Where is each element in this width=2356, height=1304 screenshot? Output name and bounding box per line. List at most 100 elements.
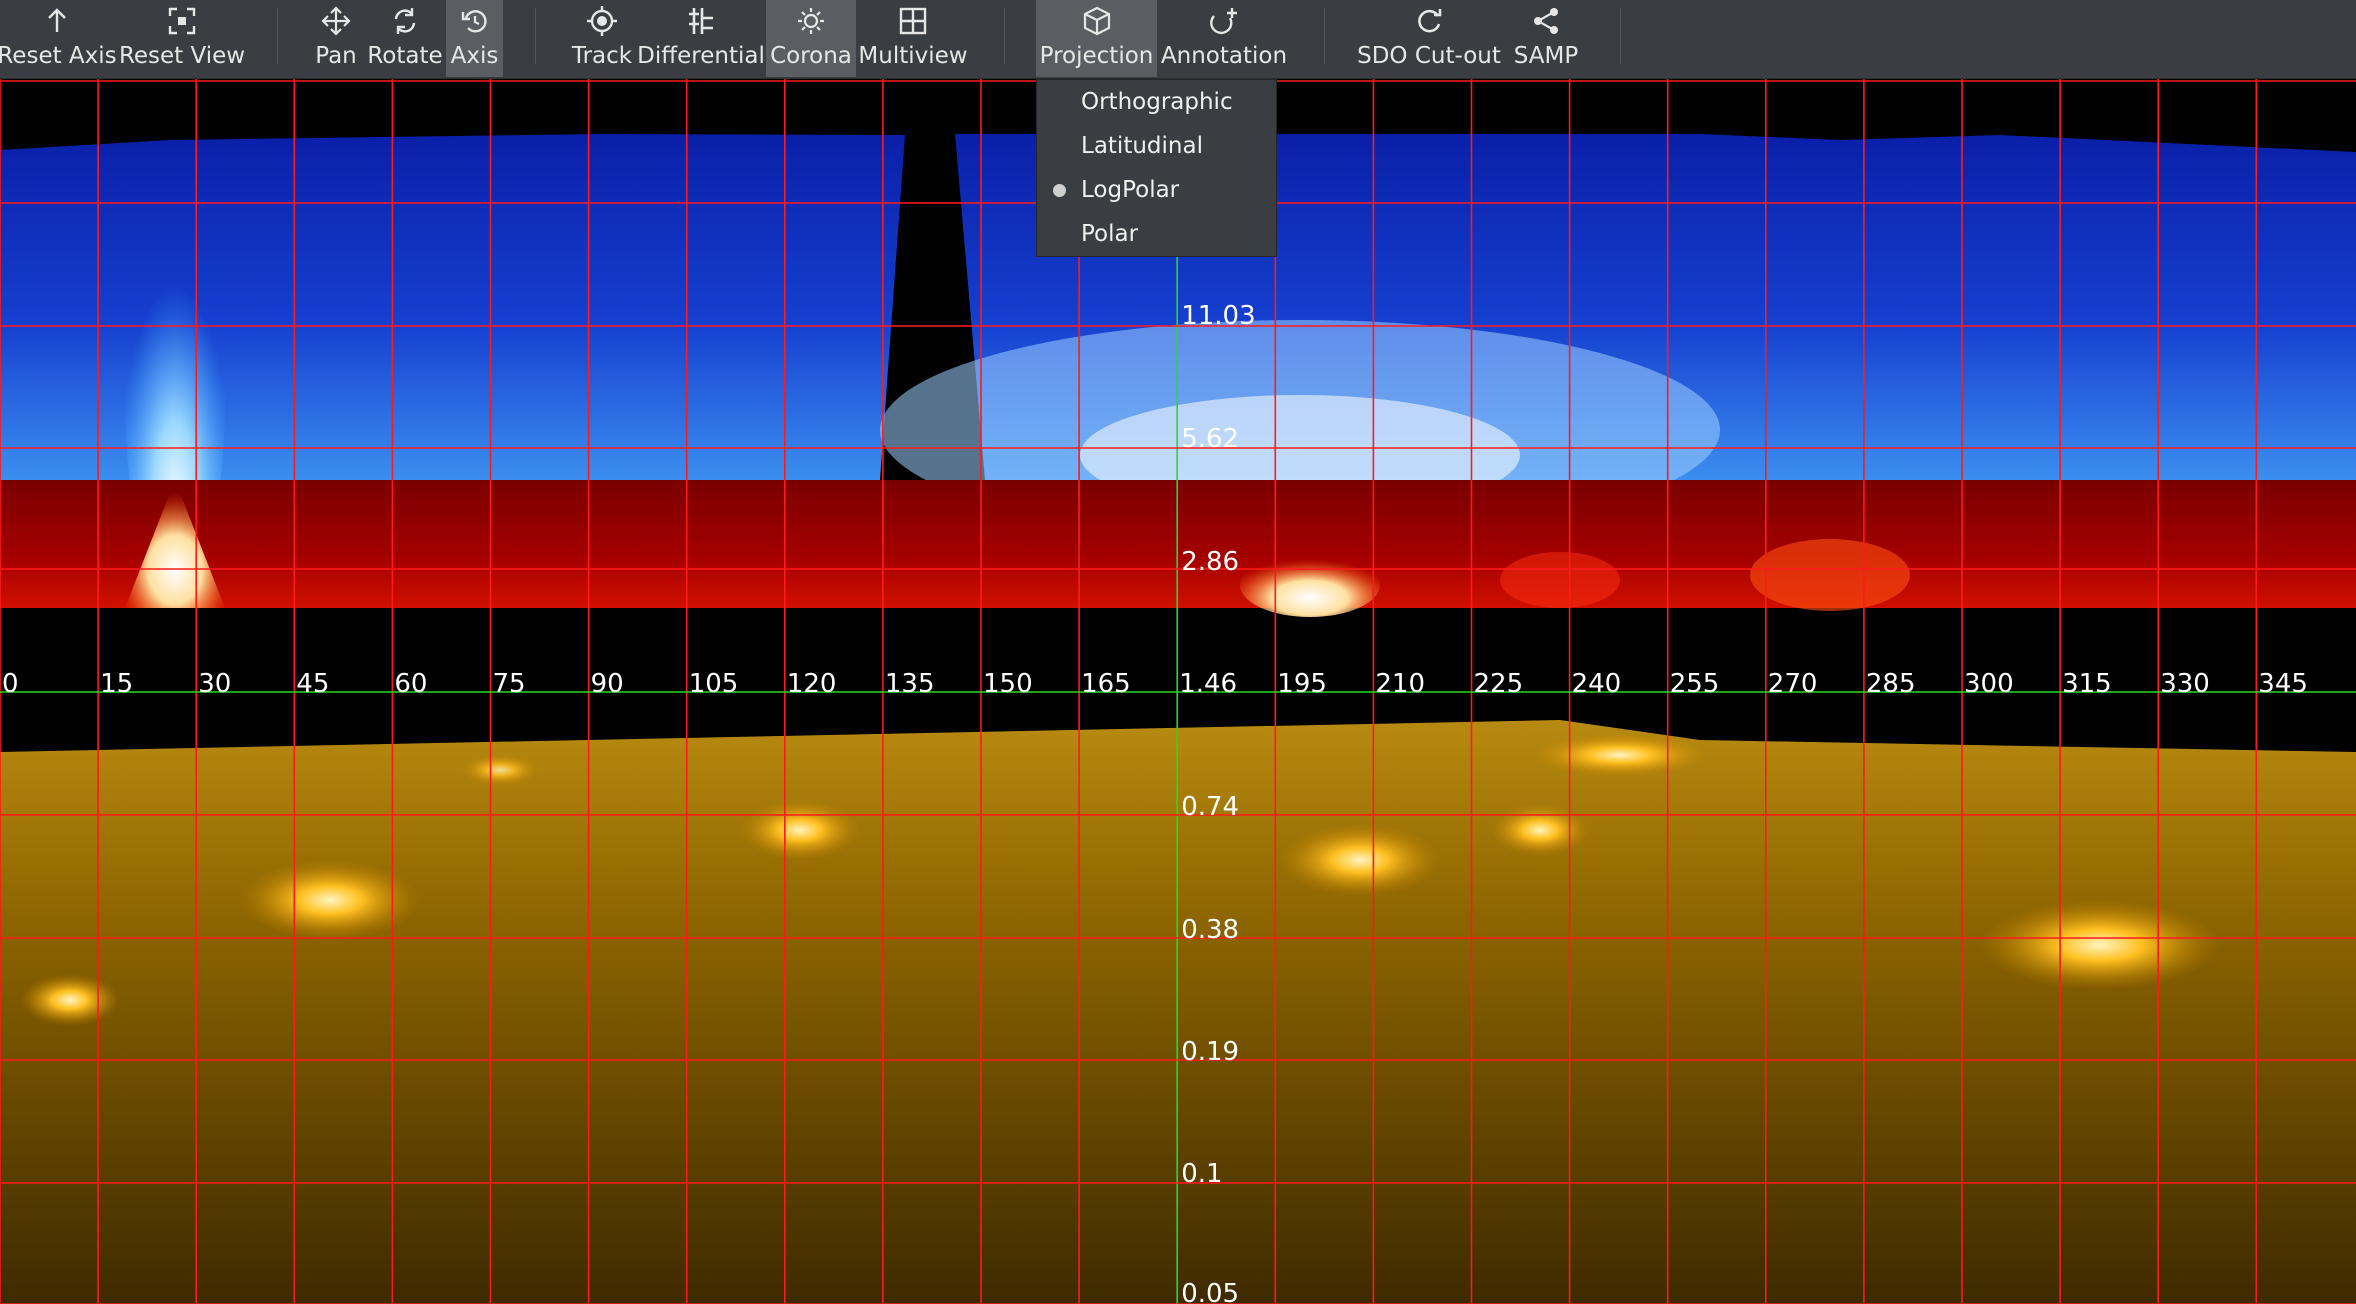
menu-item-latitudinal[interactable]: Latitudinal	[1037, 124, 1276, 168]
toolbar: Reset Axis Reset View Pan Rotate Axis Tr…	[0, 0, 2356, 79]
active-region	[1980, 900, 2220, 990]
active-region	[1530, 733, 1710, 777]
coronagraph-outer-left	[0, 134, 905, 480]
toolbar-separator	[1620, 8, 1621, 64]
grid-icon	[896, 4, 930, 38]
axis-button[interactable]: Axis	[446, 0, 503, 77]
radio-selected-icon	[1052, 183, 1066, 197]
rotate-icon	[388, 4, 422, 38]
x-tick-label: 345	[2258, 669, 2308, 699]
active-region-corona	[1500, 552, 1620, 608]
reset-view-button[interactable]: Reset View	[118, 0, 246, 77]
differential-label: Differential	[637, 43, 765, 69]
active-region-corona	[1240, 553, 1380, 617]
active-region	[740, 800, 860, 860]
reset-axis-label: Reset Axis	[0, 43, 117, 69]
y-tick-label: 11.03	[1181, 301, 1255, 331]
y-tick-label: 0.1	[1181, 1159, 1222, 1189]
x-tick-label: 120	[787, 669, 837, 699]
sdo-cutout-button[interactable]: SDO Cut-out	[1356, 0, 1502, 77]
x-tick-label: 30	[198, 669, 231, 699]
x-tick-label: 90	[591, 669, 624, 699]
y-tick-label: 2.86	[1181, 547, 1239, 577]
menu-item-label: Latitudinal	[1081, 133, 1203, 159]
multiview-button[interactable]: Multiview	[858, 0, 968, 77]
projection-menu[interactable]: Orthographic Latitudinal LogPolar Polar	[1036, 79, 1277, 257]
active-region-corona	[1750, 539, 1910, 611]
cme-inner	[125, 480, 225, 608]
track-label: Track	[571, 43, 633, 69]
x-tick-label: 285	[1866, 669, 1916, 699]
multiview-label: Multiview	[858, 43, 968, 69]
x-tick-label: 165	[1081, 669, 1131, 699]
reset-view-label: Reset View	[118, 43, 246, 69]
axis-rotate-icon	[458, 4, 492, 38]
corona-label: Corona	[770, 43, 852, 69]
active-region	[20, 974, 120, 1026]
grid-labels: 0 15 30 45 60 75 90 105 120 135 150 165 1.46 195 210 22…	[2, 301, 2308, 1304]
x-tick-label: 210	[1375, 669, 1425, 699]
active-region	[240, 860, 420, 940]
toolbar-separator	[1324, 8, 1325, 64]
x-tick-label: 225	[1474, 669, 1524, 699]
pan-button[interactable]: Pan	[310, 0, 362, 77]
y-tick-label: 0.19	[1181, 1037, 1239, 1067]
menu-item-label: LogPolar	[1081, 177, 1180, 203]
track-button[interactable]: Track	[568, 0, 636, 77]
x-tick-label: 270	[1768, 669, 1818, 699]
x-tick-label: 1.46	[1179, 669, 1237, 699]
reset-axis-button[interactable]: Reset Axis	[0, 0, 117, 77]
annotation-button[interactable]: Annotation	[1160, 0, 1288, 77]
x-tick-label: 240	[1572, 669, 1622, 699]
y-tick-label: 0.74	[1181, 792, 1239, 822]
pan-label: Pan	[315, 43, 357, 69]
samp-label: SAMP	[1513, 43, 1579, 69]
menu-item-polar[interactable]: Polar	[1037, 212, 1276, 256]
projection-label: Projection	[1039, 43, 1154, 69]
image-viewport[interactable]: 0 15 30 45 60 75 90 105 120 135 150 165 1.46 195 210 22…	[0, 79, 2356, 1304]
active-region	[1490, 804, 1590, 856]
move-arrows-icon	[319, 4, 353, 38]
differential-icon	[684, 4, 718, 38]
x-tick-label: 300	[1964, 669, 2014, 699]
x-tick-label: 15	[100, 669, 133, 699]
crosshair-icon	[585, 4, 619, 38]
logpolar-map[interactable]: 0 15 30 45 60 75 90 105 120 135 150 165 1.46 195 210 22…	[0, 79, 2356, 1304]
x-tick-label: 75	[493, 669, 526, 699]
rotate-label: Rotate	[367, 43, 443, 69]
menu-item-orthographic[interactable]: Orthographic	[1037, 80, 1276, 124]
focus-frame-icon	[165, 4, 199, 38]
arrow-up-icon	[40, 4, 74, 38]
rotate-button[interactable]: Rotate	[366, 0, 444, 77]
differential-button[interactable]: Differential	[637, 0, 765, 77]
toolbar-separator	[277, 8, 278, 64]
x-tick-label: 255	[1670, 669, 1720, 699]
menu-item-logpolar[interactable]: LogPolar	[1037, 168, 1276, 212]
sun-icon	[794, 4, 828, 38]
annotation-label: Annotation	[1160, 43, 1288, 69]
y-tick-label: 0.38	[1181, 915, 1239, 945]
solar-disk-band	[0, 720, 2356, 1304]
x-tick-label: 315	[2062, 669, 2112, 699]
toolbar-separator	[1004, 8, 1005, 64]
active-region	[460, 754, 540, 786]
y-tick-label: 5.62	[1181, 424, 1239, 454]
cube-icon	[1080, 4, 1114, 38]
menu-item-label: Orthographic	[1081, 89, 1233, 115]
samp-button[interactable]: SAMP	[1506, 0, 1586, 77]
x-tick-label: 45	[296, 669, 329, 699]
coronagraph-inner	[0, 480, 2356, 608]
axis-label: Axis	[450, 43, 499, 69]
share-icon	[1529, 4, 1563, 38]
annotation-icon	[1207, 4, 1241, 38]
projection-button[interactable]: Projection	[1036, 0, 1157, 77]
cutout-icon	[1412, 4, 1446, 38]
x-tick-label: 195	[1277, 669, 1327, 699]
x-tick-label: 330	[2160, 669, 2210, 699]
sdo-cutout-label: SDO Cut-out	[1357, 43, 1501, 69]
x-tick-label: 60	[394, 669, 427, 699]
y-tick-label: 0.05	[1181, 1279, 1239, 1304]
x-tick-label: 105	[689, 669, 739, 699]
corona-button[interactable]: Corona	[766, 0, 856, 77]
toolbar-separator	[535, 8, 536, 64]
